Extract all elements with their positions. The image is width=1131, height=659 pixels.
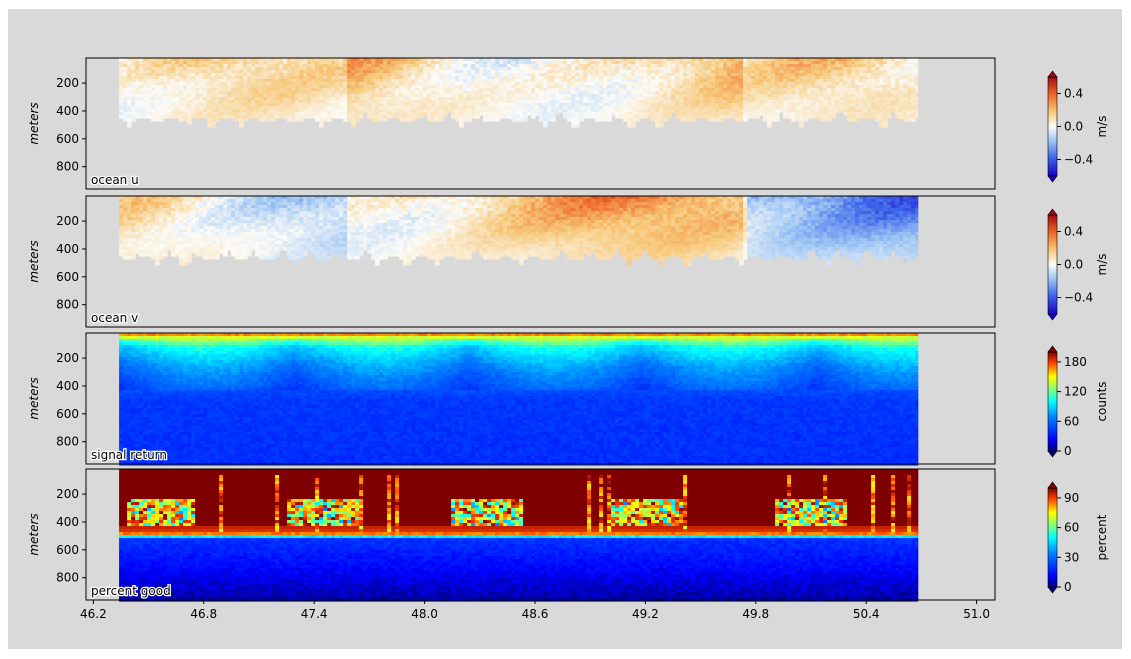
colorbar-tick-label: 180 — [1064, 355, 1087, 369]
colorbar-tick-label: 60 — [1064, 414, 1079, 428]
colorbar-gradient — [1048, 488, 1057, 587]
colorbar-gradient — [1048, 215, 1057, 314]
y-tick-label: 200 — [56, 214, 79, 228]
colorbar-tick-label: 0.0 — [1064, 120, 1083, 134]
x-tick-label: 47.4 — [301, 607, 328, 621]
x-tick-label: 48.6 — [522, 607, 549, 621]
y-tick-label: 600 — [56, 407, 79, 421]
colorbar-label: percent — [1095, 514, 1109, 560]
y-tick-label: 400 — [56, 515, 79, 529]
colorbar-tick-label: −0.4 — [1064, 291, 1093, 305]
x-tick-label: 50.4 — [853, 607, 880, 621]
heatmap-image — [119, 469, 918, 602]
colorbar-label: counts — [1095, 381, 1109, 421]
colorbar-label: m/s — [1095, 254, 1109, 276]
x-tick-label: 46.2 — [80, 607, 107, 621]
x-tick-label: 51.0 — [963, 607, 990, 621]
y-axis-label: meters — [27, 240, 41, 282]
y-tick-label: 800 — [56, 571, 79, 585]
x-tick-label: 46.8 — [190, 607, 217, 621]
colorbar-tick-label: 0 — [1064, 444, 1072, 458]
colorbar-tick-label: 0.4 — [1064, 87, 1083, 101]
heatmap-image — [119, 58, 918, 128]
x-tick-label: 49.8 — [742, 607, 769, 621]
panel-ocean-v: 200 400 600 800 meters ocean v 0.4 0.0 −0.4 m/s — [27, 196, 1109, 327]
heatmap-image — [119, 196, 918, 266]
y-tick-label: 600 — [56, 270, 79, 284]
y-axis-label: meters — [27, 513, 41, 555]
colorbar-tick-label: 0.4 — [1064, 225, 1083, 239]
colorbar-tick-label: 120 — [1064, 385, 1087, 399]
y-tick-label: 800 — [56, 435, 79, 449]
colorbar-tick-label: 90 — [1064, 491, 1079, 505]
colorbar-label: m/s — [1095, 116, 1109, 138]
colorbar-tick-label: 0.0 — [1064, 258, 1083, 272]
colorbar-tick-label: 60 — [1064, 521, 1079, 535]
y-tick-label: 800 — [56, 160, 79, 174]
colorbar-tick-label: 30 — [1064, 550, 1079, 564]
panel-label: signal return — [91, 448, 167, 462]
panel-label: ocean u — [91, 173, 139, 187]
heatmap-image — [119, 333, 918, 466]
colorbar-tick-label: 0 — [1064, 580, 1072, 594]
y-tick-label: 200 — [56, 351, 79, 365]
colorbar-gradient — [1048, 352, 1057, 451]
y-axis-label: meters — [27, 377, 41, 419]
y-tick-label: 400 — [56, 242, 79, 256]
y-axis-label: meters — [27, 102, 41, 144]
y-tick-label: 200 — [56, 76, 79, 90]
panel-label: percent good — [91, 584, 171, 598]
y-tick-label: 400 — [56, 104, 79, 118]
y-tick-label: 600 — [56, 132, 79, 146]
x-tick-label: 48.0 — [411, 607, 438, 621]
y-tick-label: 200 — [56, 487, 79, 501]
panel-ocean-u: 200 400 600 800 meters ocean u 0.4 0.0 −0.4 m/s — [27, 58, 1109, 189]
y-tick-label: 800 — [56, 298, 79, 312]
x-tick-label: 49.2 — [632, 607, 659, 621]
panel-label: ocean v — [91, 311, 138, 325]
y-tick-label: 400 — [56, 379, 79, 393]
colorbar-tick-label: −0.4 — [1064, 153, 1093, 167]
colorbar-gradient — [1048, 77, 1057, 176]
y-tick-label: 600 — [56, 543, 79, 557]
